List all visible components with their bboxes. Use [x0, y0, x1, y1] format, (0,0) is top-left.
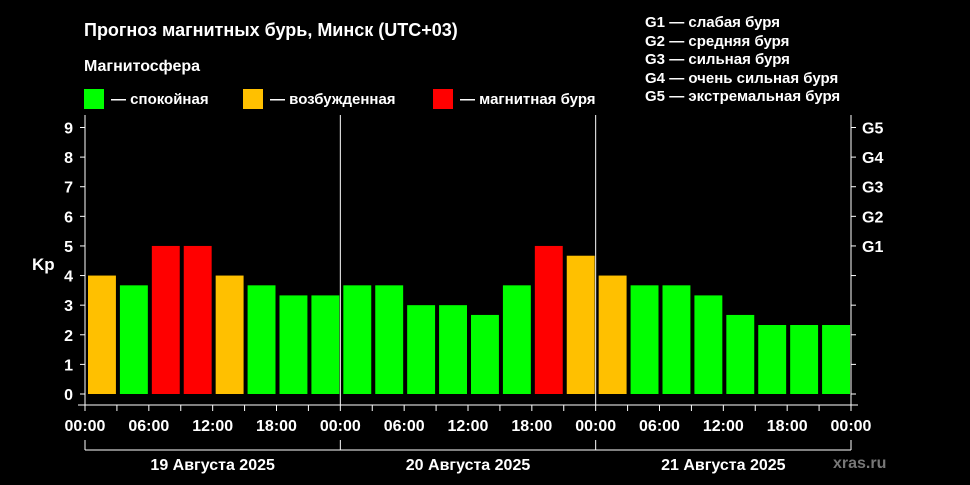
kp-bar [343, 285, 372, 394]
g-scale-code: G4 [645, 69, 666, 87]
kp-bar [822, 325, 850, 394]
g-scale-row-g4: G4 — очень сильная буря [645, 70, 840, 89]
legend-label-storm: — магнитная буря [460, 90, 596, 108]
g-scale-legend: G1 — слабая буря G2 — средняя буря G3 — … [645, 14, 840, 107]
kp-bar [726, 314, 755, 394]
kp-bar [151, 245, 180, 394]
legend-swatch-quiet [84, 89, 104, 109]
g-scale-row-g1: G1 — слабая буря [645, 14, 840, 33]
kp-bar [471, 314, 499, 394]
right-tick-label: G2 [862, 209, 883, 226]
kp-bar [119, 285, 148, 394]
x-tick-label: 00:00 [831, 418, 872, 435]
legend-item-quiet: — спокойная [84, 89, 209, 109]
kp-bar [566, 255, 595, 394]
g-scale-label: — очень сильная буря [669, 69, 839, 87]
g-scale-code: G3 [645, 51, 666, 68]
x-tick-label: 06:00 [639, 418, 680, 435]
y-tick-label: 3 [64, 298, 73, 315]
g-scale-row-g2: G2 — средняя буря [645, 33, 840, 52]
kp-bar [439, 305, 467, 394]
y-tick-label: 2 [64, 328, 73, 345]
kp-bar [88, 275, 116, 394]
kp-bar [662, 285, 691, 394]
kp-bar [630, 285, 659, 394]
g-scale-code: G1 [645, 14, 666, 31]
kp-bar [183, 245, 212, 394]
legend-swatch-storm [433, 89, 453, 109]
kp-bar [534, 245, 563, 394]
x-tick-label: 00:00 [575, 418, 616, 435]
legend-item-unsettled: — возбужденная [243, 89, 396, 109]
g-scale-label: — сильная буря [669, 51, 790, 68]
g-scale-code: G5 [645, 88, 666, 105]
g-scale-label: — слабая буря [669, 14, 781, 31]
page-title: Прогноз магнитных бурь, Минск (UTC+03) [84, 20, 458, 40]
legend-item-storm: — магнитная буря [433, 89, 596, 109]
kp-bar [502, 285, 531, 394]
y-axis-label: Kp [32, 255, 55, 274]
chart-labels: 0 1 2 3 4 5 6 7 8 9 G1 G2 G3 G4 G5 Kp 00:00 06:00 12:00 18:… [32, 121, 883, 475]
magnetosphere-label: Магнитосфера [84, 58, 201, 75]
watermark: xras.ru [833, 455, 887, 472]
kp-bar [247, 285, 276, 394]
legend-swatch-unsettled [243, 89, 263, 109]
x-tick-label: 18:00 [767, 418, 808, 435]
date-label: 20 Августа 2025 [406, 457, 531, 474]
right-tick-label: G1 [862, 239, 883, 256]
kp-bar [279, 295, 308, 394]
g-scale-row-g3: G3 — сильная буря [645, 51, 840, 70]
y-tick-label: 8 [64, 150, 73, 167]
legend-label-unsettled: — возбужденная [270, 90, 396, 108]
x-tick-label: 00:00 [320, 418, 361, 435]
g-scale-label: — средняя буря [669, 32, 790, 50]
y-tick-label: 1 [64, 357, 73, 374]
chart-axes [78, 115, 858, 451]
x-tick-label: 12:00 [192, 418, 233, 435]
y-tick-label: 7 [64, 180, 73, 197]
date-label: 21 Августа 2025 [661, 457, 786, 474]
right-tick-label: G3 [862, 180, 883, 197]
date-label: 19 Августа 2025 [150, 457, 275, 474]
g-scale-code: G2 [645, 32, 666, 50]
x-tick-label: 06:00 [384, 418, 425, 435]
y-tick-label: 0 [64, 387, 73, 404]
kp-bar [694, 295, 723, 394]
right-tick-label: G4 [862, 150, 883, 167]
x-tick-label: 18:00 [256, 418, 297, 435]
x-tick-label: 12:00 [703, 418, 744, 435]
x-tick-label: 12:00 [448, 418, 489, 435]
g-scale-row-g5: G5 — экстремальная буря [645, 88, 840, 107]
chart-bars [88, 245, 850, 394]
kp-bar [758, 325, 787, 394]
x-tick-label: 00:00 [65, 418, 106, 435]
right-tick-label: G5 [862, 121, 883, 138]
x-tick-label: 18:00 [511, 418, 552, 435]
y-tick-label: 5 [64, 239, 73, 256]
kp-bar [311, 295, 340, 394]
kp-bar [598, 275, 627, 394]
legend-label-quiet: — спокойная [111, 90, 209, 108]
x-tick-label: 06:00 [128, 418, 169, 435]
kp-bar [407, 305, 436, 394]
y-tick-label: 6 [64, 209, 73, 226]
kp-bar [215, 275, 244, 394]
g-scale-label: — экстремальная буря [669, 88, 841, 105]
y-tick-label: 9 [64, 121, 73, 138]
kp-bar [790, 325, 819, 394]
y-tick-label: 4 [64, 269, 73, 286]
kp-bar [375, 285, 404, 394]
